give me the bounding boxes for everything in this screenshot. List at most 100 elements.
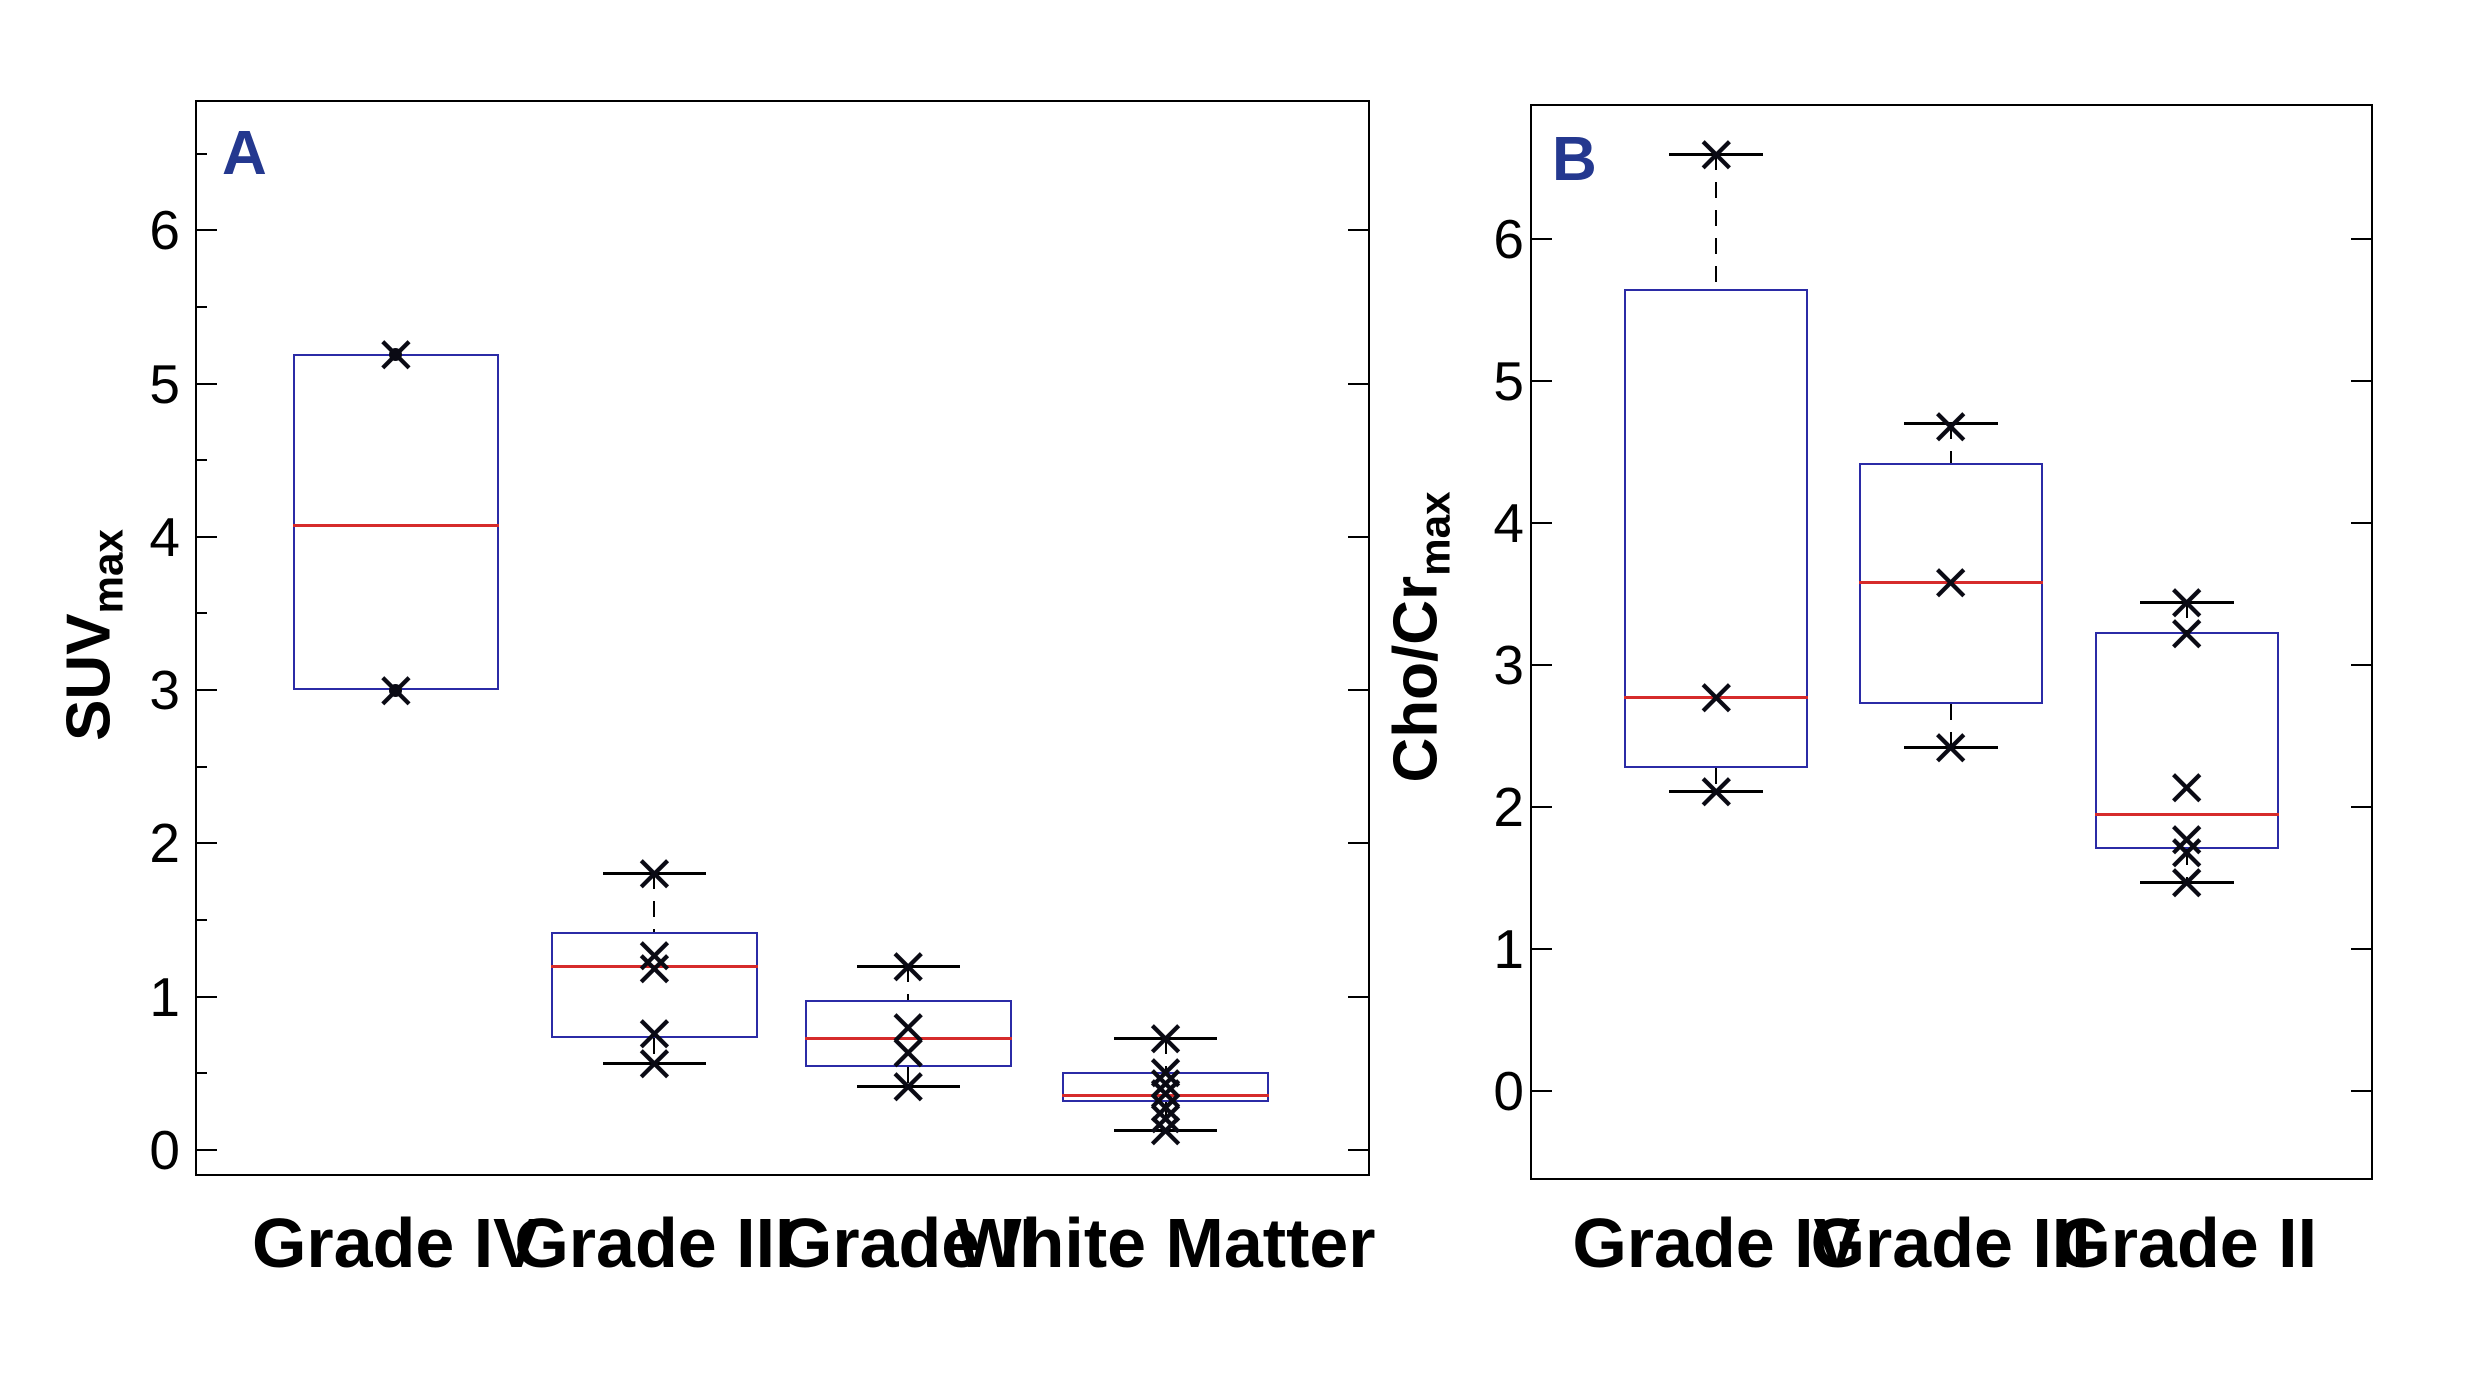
panel-a-letter: A <box>222 119 267 188</box>
lower-whisker-grade-iii <box>653 1038 656 1063</box>
y-tick-major-left <box>197 842 217 845</box>
lower-whisker-grade-iv <box>1715 768 1718 792</box>
upper-whisker-cap-grade-ii <box>856 965 960 968</box>
upper-whisker-cap-white-matter <box>1113 1037 1218 1041</box>
data-point-x-marker-white-matter: × <box>1143 1063 1188 1124</box>
y-tick-label: 2 <box>149 812 180 875</box>
y-tick-minor-left <box>197 612 207 615</box>
y-tick-major-right <box>1348 1148 1368 1151</box>
median-line-grade-ii <box>804 1037 1012 1041</box>
data-point-x-marker-grade-iii: × <box>1928 552 1973 613</box>
data-point-x-marker-grade-ii: × <box>886 1055 930 1116</box>
data-point-x-marker-white-matter: × <box>1143 1087 1188 1148</box>
y-tick-label: 5 <box>1493 349 1524 412</box>
lower-whisker-grade-ii <box>907 1067 910 1086</box>
data-point-x-marker-white-matter: × <box>1143 1041 1188 1102</box>
median-line-grade-iv <box>292 523 500 527</box>
y-tick-label: 4 <box>1493 491 1524 554</box>
y-tick-major-left <box>197 995 217 998</box>
data-point-x-marker-grade-ii: × <box>2164 756 2209 817</box>
y-tick-label: 3 <box>1493 633 1524 696</box>
upper-whisker-cap-grade-iv <box>1669 152 1764 156</box>
y-tick-label: 1 <box>149 965 180 1028</box>
panel-b-letter: B <box>1552 125 1597 194</box>
panel-b-plot-area <box>1530 104 2373 1180</box>
lower-whisker-cap-grade-iv <box>1669 790 1764 794</box>
data-point-x-marker-grade-ii: × <box>2164 572 2209 633</box>
y-tick-label: 3 <box>149 659 180 722</box>
y-tick-label: 6 <box>1493 207 1524 270</box>
data-point-x-marker-white-matter: × <box>1143 1052 1188 1113</box>
data-point-x-marker-grade-iv: × <box>1694 123 1739 184</box>
y-tick-major-right <box>2351 1089 2371 1092</box>
upper-whisker-grade-iii <box>1949 423 1952 464</box>
y-tick-label: 1 <box>1493 917 1524 980</box>
median-line-grade-iii <box>1858 581 2043 585</box>
y-tick-major-right <box>2351 379 2371 382</box>
y-tick-major-right <box>1348 689 1368 692</box>
box-grade-iv <box>292 354 500 691</box>
y-tick-label: 0 <box>149 1118 180 1181</box>
y-tick-major-left <box>1532 237 1552 240</box>
y-tick-minor-left <box>197 1072 207 1075</box>
y-tick-label: 0 <box>1493 1059 1524 1122</box>
data-point-x-marker-grade-ii: × <box>2164 822 2209 883</box>
box-grade-ii <box>804 999 1012 1068</box>
y-tick-minor-left <box>197 152 207 155</box>
y-tick-label: 6 <box>149 199 180 262</box>
box-grade-iii <box>551 932 758 1039</box>
y-tick-major-left <box>197 229 217 232</box>
y-tick-major-right <box>1348 995 1368 998</box>
y-tick-major-left <box>1532 521 1552 524</box>
lower-whisker-cap-grade-ii <box>2139 880 2234 884</box>
data-point-x-marker-grade-ii: × <box>886 936 930 996</box>
y-tick-label: 2 <box>1493 775 1524 838</box>
data-point-x-marker-white-matter: × <box>1143 1077 1188 1138</box>
data-point-x-marker-grade-iii: × <box>632 1032 677 1093</box>
y-tick-major-right <box>1348 842 1368 845</box>
y-tick-minor-left <box>197 919 207 922</box>
y-tick-major-left <box>1532 1089 1552 1092</box>
data-point-x-marker-grade-iii: × <box>1928 396 1973 457</box>
data-point-x-marker-grade-iii: × <box>632 937 677 998</box>
x-category-label-grade-ii: Grade II <box>777 1204 1039 1282</box>
x-category-label-grade-iii: Grade III <box>514 1204 795 1282</box>
data-point-x-marker-grade-ii: × <box>2164 603 2209 664</box>
data-point-x-marker-white-matter: × <box>1143 1008 1188 1069</box>
data-point-x-marker-grade-ii: × <box>886 1021 930 1082</box>
y-tick-major-left <box>197 689 217 692</box>
y-tick-major-left <box>1532 805 1552 808</box>
upper-whisker-grade-ii <box>2185 602 2188 633</box>
y-tick-major-left <box>197 535 217 538</box>
data-point-x-marker-grade-iii: × <box>632 1003 677 1064</box>
upper-whisker-cap-grade-iii <box>1903 422 1998 426</box>
y-tick-major-right <box>1348 229 1368 232</box>
y-tick-minor-left <box>197 459 207 462</box>
upper-whisker-white-matter <box>1164 1038 1167 1072</box>
data-point-x-marker-grade-iv: × <box>1694 761 1739 822</box>
y-tick-major-right <box>2351 663 2371 666</box>
data-point-dot-grade-iv <box>389 347 403 361</box>
median-line-grade-iv <box>1624 696 1809 700</box>
data-point-x-marker-grade-iii: × <box>632 925 677 986</box>
median-line-grade-iii <box>551 965 758 968</box>
data-point-x-marker-grade-ii: × <box>2164 851 2209 912</box>
y-tick-major-right <box>2351 521 2371 524</box>
y-tick-major-left <box>1532 379 1552 382</box>
data-point-dot-grade-iv <box>389 683 403 697</box>
data-point-x-marker-grade-iii: × <box>1928 717 1973 778</box>
x-category-label-grade-iii: Grade III <box>1810 1204 2091 1282</box>
data-point-x-marker-white-matter: × <box>1143 1100 1188 1161</box>
upper-whisker-grade-ii <box>907 966 910 1000</box>
box-grade-iv <box>1624 288 1809 769</box>
x-category-label-grade-ii: Grade II <box>2056 1204 2318 1282</box>
data-point-x-marker-grade-iv: × <box>1694 667 1739 728</box>
y-tick-major-left <box>197 1148 217 1151</box>
lower-whisker-cap-grade-iii <box>602 1061 707 1065</box>
upper-whisker-grade-iv <box>1715 153 1718 289</box>
lower-whisker-cap-grade-ii <box>856 1084 960 1088</box>
lower-whisker-cap-white-matter <box>1113 1129 1218 1133</box>
y-tick-major-left <box>197 382 217 385</box>
upper-whisker-cap-grade-iii <box>602 871 707 875</box>
